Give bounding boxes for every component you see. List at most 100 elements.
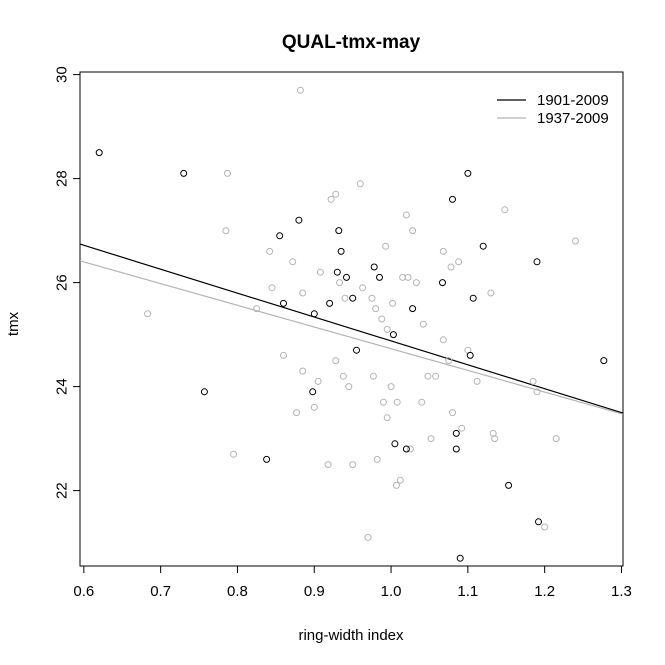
data-point-s1-32 <box>378 315 386 323</box>
data-point-s1-50 <box>424 372 432 380</box>
data-point-s1-25 <box>356 180 364 188</box>
data-point-s0-17 <box>376 273 383 281</box>
data-point-s1-7 <box>280 351 287 359</box>
data-point-s1-21 <box>339 372 347 380</box>
x-tick-label: 0.8 <box>227 583 248 600</box>
y-tick-label: 30 <box>54 66 71 83</box>
x-tick-label: 1.1 <box>457 583 478 600</box>
data-point-s0-25 <box>452 445 460 453</box>
data-point-s1-37 <box>387 383 395 391</box>
data-point-s0-18 <box>389 331 397 339</box>
legend-label-0: 1901-2009 <box>537 92 609 109</box>
data-point-s1-54 <box>439 247 447 255</box>
data-point-s1-19 <box>332 357 340 365</box>
data-point-s0-2 <box>200 388 208 396</box>
data-point-s1-9 <box>293 409 301 417</box>
x-tick-label: 0.6 <box>73 583 94 600</box>
data-point-s0-3 <box>263 455 271 463</box>
data-point-s1-38 <box>389 299 397 307</box>
data-point-s1-18 <box>332 190 340 198</box>
points-layer <box>95 86 608 562</box>
data-point-s1-57 <box>449 409 456 417</box>
data-point-s0-0 <box>95 149 103 157</box>
data-point-s1-35 <box>383 414 391 422</box>
data-point-s0-7 <box>309 388 317 396</box>
data-point-s1-68 <box>541 523 549 531</box>
data-point-s1-13 <box>310 403 318 411</box>
data-point-s1-1 <box>222 227 230 235</box>
x-tick-label: 0.7 <box>150 583 171 600</box>
data-point-s1-20 <box>336 279 344 287</box>
data-point-s1-0 <box>144 310 152 318</box>
data-point-s1-3 <box>230 450 238 458</box>
data-point-s0-4 <box>276 232 284 240</box>
data-point-s1-27 <box>364 533 372 541</box>
data-point-s0-33 <box>535 518 542 526</box>
data-point-s1-31 <box>373 455 381 463</box>
data-point-s1-67 <box>533 388 541 396</box>
data-point-s0-6 <box>295 216 303 224</box>
data-point-s1-5 <box>266 247 274 255</box>
data-point-s0-19 <box>391 440 399 448</box>
data-point-s1-30 <box>372 305 380 313</box>
data-point-s1-46 <box>409 227 417 235</box>
data-point-s0-32 <box>533 258 541 266</box>
data-point-s1-8 <box>289 258 297 266</box>
data-point-s0-11 <box>335 227 343 235</box>
y-tick-label: 24 <box>54 378 71 395</box>
data-point-s1-29 <box>369 372 377 380</box>
legend-label-1: 1937-2009 <box>537 110 609 127</box>
data-point-s1-65 <box>501 206 509 214</box>
data-point-s0-5 <box>280 299 287 307</box>
data-point-s1-52 <box>432 372 440 380</box>
x-tick-label: 1.2 <box>534 583 555 600</box>
data-point-s1-41 <box>396 476 404 484</box>
data-point-s1-40 <box>393 398 401 406</box>
data-point-s1-39 <box>392 481 400 489</box>
x-axis: 0.6 0.7 0.8 0.9 1.0 1.1 1.2 1.3 <box>73 566 632 600</box>
data-point-s1-36 <box>383 325 391 333</box>
data-point-s0-1 <box>180 169 188 177</box>
data-point-s1-55 <box>445 357 453 365</box>
x-axis-label: ring-width index <box>298 627 404 644</box>
data-point-s1-43 <box>402 211 410 219</box>
data-point-s1-26 <box>359 284 367 292</box>
data-point-s1-66 <box>529 377 537 385</box>
data-point-s0-21 <box>409 305 417 313</box>
data-point-s1-34 <box>382 242 390 250</box>
x-tick-label: 0.9 <box>304 583 325 600</box>
data-point-s1-51 <box>427 435 435 443</box>
data-point-s0-29 <box>469 294 477 302</box>
data-point-s1-14 <box>314 377 322 385</box>
data-point-s1-56 <box>447 263 455 271</box>
data-point-s1-11 <box>299 289 307 297</box>
data-point-s1-44 <box>404 273 412 281</box>
data-point-s0-15 <box>353 346 360 354</box>
data-point-s0-28 <box>466 351 474 359</box>
data-point-s0-30 <box>479 242 487 250</box>
data-point-s1-45 <box>406 445 414 453</box>
data-point-s1-47 <box>412 279 420 287</box>
y-tick-label: 28 <box>54 170 71 187</box>
data-point-s1-69 <box>552 435 560 443</box>
data-point-s0-9 <box>326 299 334 307</box>
data-point-s0-24 <box>452 429 460 437</box>
data-point-s1-6 <box>268 284 276 292</box>
data-point-s1-33 <box>379 398 387 406</box>
data-point-s1-62 <box>487 289 495 297</box>
fit-line-0 <box>79 243 624 414</box>
data-point-s0-26 <box>456 554 464 562</box>
data-point-s0-31 <box>505 481 513 489</box>
chart-title: QUAL-tmx-may <box>282 32 421 53</box>
data-point-s1-23 <box>345 383 353 391</box>
data-point-s0-20 <box>402 445 410 453</box>
data-point-s0-10 <box>333 268 341 276</box>
data-point-s0-16 <box>370 263 378 271</box>
data-point-s0-27 <box>464 169 472 177</box>
data-point-s0-23 <box>449 195 456 203</box>
fit-lines <box>79 243 624 415</box>
data-point-s1-53 <box>439 336 447 344</box>
data-point-s1-58 <box>455 258 463 266</box>
